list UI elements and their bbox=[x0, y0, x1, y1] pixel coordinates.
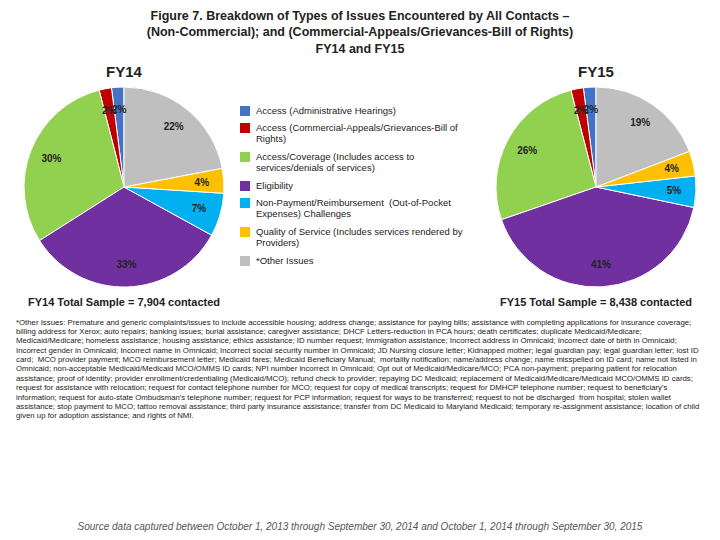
html-text:FY15: FY15 bbox=[578, 62, 614, 80]
html-text:Access (Commercial-Appeals/Gri: Access (Commercial-Appeals/Grievances-Bi… bbox=[256, 122, 461, 145]
html-text:*Other Issues: Premature and g: *Other Issues: Premature and generic com… bbox=[16, 317, 702, 421]
svg-text:4%: 4% bbox=[665, 163, 680, 174]
html-text:Eligibility: Eligibility bbox=[256, 179, 293, 191]
html-text:*Other Issues: *Other Issues bbox=[256, 254, 314, 266]
html-text:FY15 Total Sample = 8,438 cont: FY15 Total Sample = 8,438 contacted bbox=[500, 295, 692, 308]
svg-text:5%: 5% bbox=[667, 185, 682, 196]
svg-text:2%: 2% bbox=[583, 103, 599, 115]
html-text:Figure 7. Breakdown of Types o: Figure 7. Breakdown of Types of Issues E… bbox=[146, 9, 574, 56]
svg-text:2%: 2% bbox=[111, 103, 127, 115]
html-text:FY14: FY14 bbox=[106, 62, 142, 80]
svg-text:26%: 26% bbox=[517, 144, 537, 155]
svg-text:2%: 2% bbox=[102, 105, 117, 116]
html-text:Non-Payment/Reimbursement (Out: Non-Payment/Reimbursement (Out-of-Pocket… bbox=[256, 196, 451, 220]
html-text:Access/Coverage (Includes acce: Access/Coverage (Includes access to serv… bbox=[256, 150, 415, 174]
svg-text:4%: 4% bbox=[195, 176, 210, 187]
html-text:Source data captured between O: Source data captured between October 1, … bbox=[77, 521, 643, 532]
html-text:Access (Administrative Hearing: Access (Administrative Hearings) bbox=[256, 104, 396, 116]
svg-text:30%: 30% bbox=[41, 153, 61, 164]
svg-text:41%: 41% bbox=[591, 259, 611, 270]
svg-text:7%: 7% bbox=[192, 203, 207, 214]
svg-text:2%: 2% bbox=[574, 105, 589, 116]
svg-text:33%: 33% bbox=[116, 259, 136, 270]
html-text:Quality of Service (Includes s: Quality of Service (Includes services re… bbox=[256, 225, 463, 249]
html-text:FY14 Total Sample = 7,904 cont: FY14 Total Sample = 7,904 contacted bbox=[28, 295, 220, 308]
svg-text:22%: 22% bbox=[164, 121, 184, 132]
svg-text:19%: 19% bbox=[630, 117, 650, 128]
